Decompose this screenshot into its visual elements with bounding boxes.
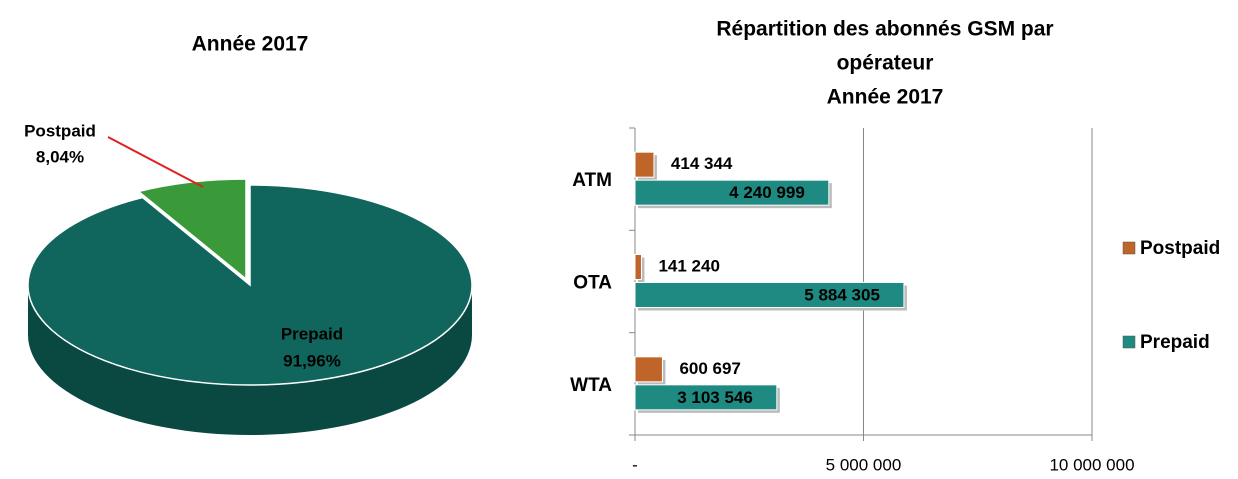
leader-line (107, 136, 204, 188)
y-tick-label: ATM (572, 170, 612, 191)
y-tick-label: OTA (573, 273, 612, 294)
data-label: 141 240 (658, 256, 719, 275)
legend-label: Postpaid (1140, 238, 1220, 259)
pie-slice (136, 178, 247, 281)
slice-label: Postpaid (24, 121, 96, 140)
slice-value: 8,04% (36, 147, 84, 166)
chart-title: Année 2017 (827, 86, 944, 109)
slice-label: Prepaid (281, 324, 343, 343)
pie-slice (27, 184, 473, 386)
x-tick-label: - (632, 455, 638, 474)
bar (634, 356, 663, 383)
legend-label: Prepaid (1140, 332, 1210, 353)
bar (634, 282, 905, 308)
slice-value: 91,96% (283, 351, 341, 370)
bar (634, 384, 778, 411)
y-tick-label: WTA (570, 375, 612, 396)
data-label: 4 240 999 (729, 183, 805, 202)
x-tick-label: 5 000 000 (826, 455, 902, 474)
data-label: 414 344 (671, 154, 733, 173)
x-tick-label: 10 000 000 (1049, 455, 1134, 474)
data-label: 3 103 546 (677, 388, 753, 407)
legend-swatch (1122, 241, 1136, 255)
legend-swatch (1122, 335, 1136, 349)
pie-side (28, 285, 472, 435)
chart-title: Répartition des abonnés GSM par (716, 18, 1053, 41)
chart-title: opérateur (837, 52, 934, 75)
chart-title: Année 2017 (192, 33, 309, 56)
bar (634, 179, 830, 206)
bar (634, 151, 655, 178)
data-label: 5 884 305 (804, 285, 880, 304)
bar (634, 254, 642, 280)
data-label: 600 697 (679, 359, 740, 378)
